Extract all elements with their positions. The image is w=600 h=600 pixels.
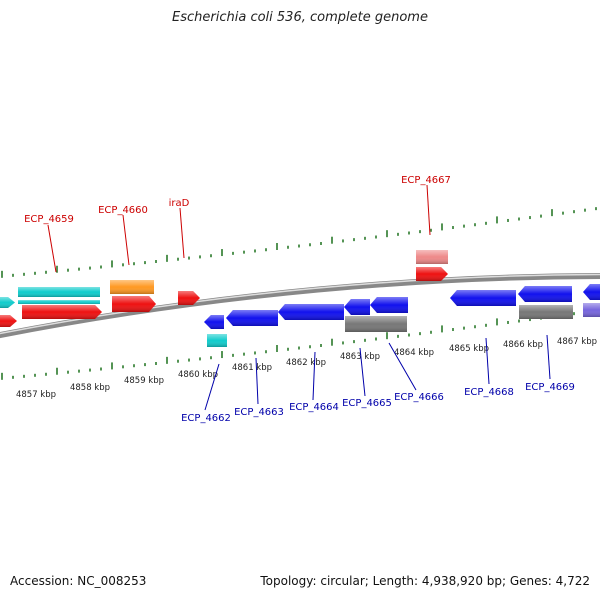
- gene-feature-shade: [583, 303, 600, 317]
- kbp-label: 4863 kbp: [340, 352, 380, 362]
- leader-line: [426, 184, 431, 236]
- kbp-label: 4865 kbp: [449, 344, 489, 354]
- kbp-label: 4864 kbp: [394, 348, 434, 358]
- gene-feature-shade: [22, 305, 102, 319]
- gene-feature-shade: [416, 250, 448, 264]
- lower-gene-label: ECP_4664: [289, 402, 339, 413]
- kbp-label: 4860 kbp: [178, 370, 218, 380]
- gene-feature: [519, 305, 573, 319]
- gene-feature: [0, 297, 15, 308]
- kbp-label: 4867 kbp: [557, 337, 597, 347]
- gene-feature: [345, 316, 407, 332]
- gene-feature-shade: [345, 316, 407, 332]
- lower-gene-label: ECP_4665: [342, 398, 392, 409]
- gene-feature: [207, 334, 227, 347]
- leader-line: [485, 337, 490, 385]
- gene-feature-shade: [0, 315, 17, 327]
- gene-feature-shade: [450, 290, 516, 306]
- gene-feature: [416, 267, 448, 281]
- gene-feature: [112, 296, 156, 312]
- upper-gene-label: ECP_4660: [98, 205, 148, 216]
- upper-gene-label: ECP_4667: [401, 175, 451, 186]
- gene-feature: [18, 300, 100, 304]
- gene-feature-shade: [416, 267, 448, 281]
- gene-feature: [226, 310, 278, 326]
- gene-feature-shade: [110, 280, 154, 294]
- accession-text: Accession: NC_008253: [10, 574, 147, 588]
- leader-line: [47, 224, 57, 273]
- upper-gene-labels: ECP_4659 ECP_4660 iraD ECP_4667: [24, 175, 451, 225]
- lower-gene-label: ECP_4668: [464, 387, 514, 398]
- gene-feature: [583, 303, 600, 317]
- lower-gene-label: ECP_4669: [525, 382, 575, 393]
- gene-feature: [370, 297, 408, 313]
- gene-feature: [22, 305, 102, 319]
- genome-backbone: [0, 273, 600, 339]
- gene-feature-shade: [178, 291, 200, 305]
- gene-feature: [0, 315, 17, 327]
- kbp-label: 4861 kbp: [232, 363, 272, 373]
- leader-line: [255, 357, 259, 405]
- gene-feature-shade: [226, 310, 278, 326]
- gene-feature-shade: [204, 315, 224, 329]
- leader-line: [122, 214, 130, 266]
- gene-feature: [204, 315, 224, 329]
- leader-line: [359, 347, 366, 397]
- kbp-label: 4858 kbp: [70, 383, 110, 393]
- kbp-labels: 4857 kbp 4858 kbp 4859 kbp 4860 kbp 4861 kbp…: [16, 337, 597, 400]
- gene-feature: [18, 287, 100, 297]
- upper-gene-label: iraD: [169, 198, 190, 209]
- gene-features: [0, 250, 600, 347]
- leader-line: [312, 351, 316, 401]
- label-leaders: [47, 184, 551, 411]
- leader-line: [179, 207, 185, 259]
- gene-feature-shade: [278, 304, 344, 320]
- genome-backbone-highlight: [0, 273, 600, 335]
- gene-feature: [583, 284, 600, 300]
- leader-line: [204, 363, 220, 411]
- lower-gene-label: ECP_4663: [234, 407, 284, 418]
- kbp-label: 4857 kbp: [16, 390, 56, 400]
- map-title: Escherichia coli 536, complete genome: [172, 10, 428, 25]
- gene-feature-shade: [344, 299, 370, 315]
- genome-summary-text: Topology: circular; Length: 4,938,920 bp…: [260, 574, 590, 588]
- lower-tick-ring: [1, 309, 597, 380]
- lower-gene-label: ECP_4662: [181, 413, 231, 424]
- gene-feature: [278, 304, 344, 320]
- gene-feature: [518, 286, 572, 302]
- lower-gene-label: ECP_4666: [394, 392, 444, 403]
- kbp-label: 4866 kbp: [503, 340, 543, 350]
- gene-feature-shade: [112, 296, 156, 312]
- leader-line: [388, 342, 417, 391]
- upper-gene-label: ECP_4659: [24, 214, 74, 225]
- gene-feature-shade: [518, 286, 572, 302]
- gene-feature-shade: [18, 287, 100, 297]
- gene-feature-shade: [207, 334, 227, 347]
- kbp-label: 4862 kbp: [286, 358, 326, 368]
- upper-tick-ring: [1, 207, 597, 278]
- gene-feature-shade: [0, 297, 15, 308]
- gene-feature: [450, 290, 516, 306]
- gene-feature-shade: [18, 300, 100, 304]
- leader-line: [546, 334, 551, 380]
- gene-feature-shade: [370, 297, 408, 313]
- gene-feature: [344, 299, 370, 315]
- gene-feature-shade: [583, 284, 600, 300]
- gene-feature: [416, 250, 448, 264]
- gene-feature-shade: [519, 305, 573, 319]
- kbp-label: 4859 kbp: [124, 376, 164, 386]
- gene-feature: [178, 291, 200, 305]
- gene-feature: [110, 280, 154, 294]
